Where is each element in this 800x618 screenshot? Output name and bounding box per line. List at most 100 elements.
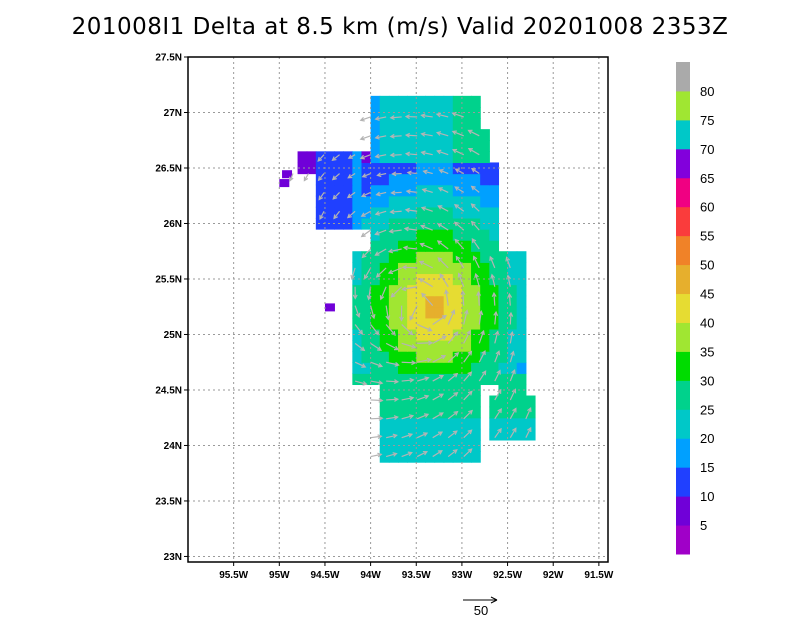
wind-arrow-head [421, 188, 427, 193]
wind-arrow [478, 311, 482, 325]
wind-cell [489, 251, 500, 263]
wind-arrow [386, 416, 398, 420]
wind-arrow [377, 172, 387, 177]
wind-cell [471, 351, 481, 363]
wind-arrow-head [453, 331, 459, 337]
reference-arrow-head [490, 596, 498, 604]
wind-cell [498, 317, 509, 330]
wind-arrow [438, 205, 449, 212]
wind-arrow-head [422, 450, 428, 456]
wind-arrow-head [511, 388, 517, 394]
wind-cell [416, 373, 426, 386]
wind-cell [443, 151, 454, 164]
wind-arrow [437, 223, 449, 231]
wind-cell [461, 395, 472, 408]
wind-arrow [447, 430, 458, 439]
wind-cell [461, 206, 472, 219]
wind-arrow-head [347, 154, 353, 159]
wind-cell [425, 184, 436, 197]
wind-cell [324, 184, 335, 197]
wind-cell [398, 351, 408, 363]
wind-arrow-head [358, 329, 364, 335]
wind-cell [379, 206, 390, 219]
colorbar-segment [676, 206, 690, 237]
wind-arrow-head [436, 240, 442, 245]
wind-cell [452, 184, 463, 197]
colorbar-segment [676, 438, 690, 468]
wind-arrow-head [435, 131, 442, 136]
wind-arrow-head [493, 310, 499, 317]
wind-cell [407, 406, 417, 419]
wind-arrow-head [438, 169, 444, 174]
wind-cell [407, 140, 417, 152]
wind-vectors [289, 111, 532, 458]
wind-cell [507, 417, 518, 430]
wind-arrow [390, 135, 402, 138]
wind-cell [471, 240, 481, 252]
wind-cell [297, 151, 308, 164]
wind-arrow [463, 391, 473, 401]
colorbar-segment [676, 293, 690, 323]
wind-arrow [386, 380, 398, 383]
colorbar-segment [676, 496, 690, 526]
wind-cell [416, 229, 426, 241]
wind-cell [343, 184, 353, 197]
wind-arrow-head [389, 209, 395, 215]
wind-cell [471, 406, 481, 419]
wind-cell [480, 340, 490, 352]
wind-cell [306, 151, 317, 164]
wind-cell [398, 295, 408, 308]
wind-cell [352, 195, 363, 208]
wind-cell [480, 362, 490, 374]
wind-arrow-head [402, 245, 408, 251]
wind-arrow-head [439, 273, 445, 279]
wind-arrow [354, 305, 360, 317]
wind-arrow [420, 243, 433, 250]
wind-cell [507, 362, 518, 374]
wind-cell [315, 217, 326, 230]
wind-cell [498, 284, 509, 297]
wind-cell [379, 129, 390, 141]
wind-arrow [509, 389, 516, 401]
wind-arrow-head [391, 330, 396, 336]
colorbar-segment [676, 351, 690, 381]
wind-arrow [432, 431, 443, 439]
wind-cell [425, 262, 436, 275]
wind-cell [425, 162, 436, 175]
wind-cell [452, 273, 463, 286]
wind-arrow [332, 154, 340, 161]
wind-cell [434, 284, 445, 297]
wind-cell [398, 229, 408, 241]
wind-arrow-head [374, 116, 380, 121]
wind-cell [407, 195, 417, 208]
wind-cell [480, 151, 490, 164]
wind-arrow [416, 395, 429, 401]
wind-cell [471, 340, 481, 352]
wind-arrow [422, 188, 433, 193]
wind-cell [416, 351, 426, 363]
plot-frame [187, 56, 609, 563]
wind-cell [507, 284, 518, 297]
wind-arrow [362, 172, 371, 178]
y-tick-label: 27N [164, 108, 182, 119]
wind-cell [334, 184, 344, 197]
wind-cell [425, 295, 436, 308]
wind-cell [361, 195, 372, 208]
wind-arrow-head [424, 376, 430, 382]
wind-arrow-head [457, 272, 463, 278]
wind-cell [416, 95, 426, 108]
wind-cell [471, 206, 481, 219]
wind-arrow [494, 312, 497, 325]
wind-arrow [319, 210, 325, 220]
wind-cell [443, 195, 454, 208]
wind-arrow-head [512, 427, 517, 433]
wind-cell [434, 262, 445, 275]
wind-cell [398, 173, 408, 186]
wind-cell [443, 173, 454, 186]
wind-cell [425, 118, 436, 130]
wind-cell [425, 340, 436, 352]
wind-cell [388, 206, 399, 219]
wind-cell [398, 395, 408, 408]
x-tick-label: 95.5W [219, 570, 248, 581]
wind-cell [471, 129, 481, 141]
